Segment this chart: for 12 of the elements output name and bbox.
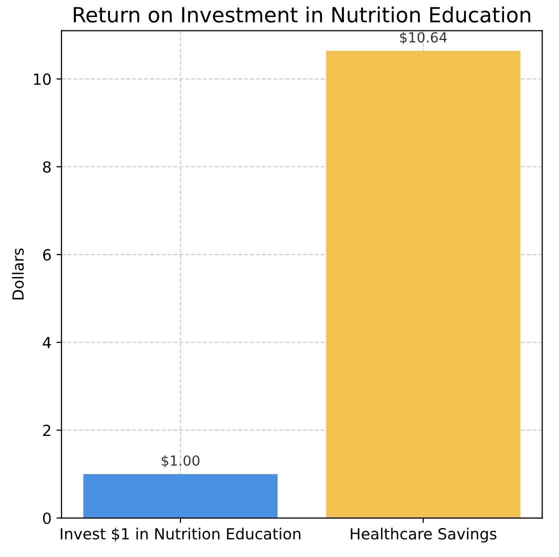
y-tick-label: 0 [43,512,51,524]
x-tick-label: Invest $1 in Nutrition Education [60,528,300,542]
y-tick-label: 10 [34,73,51,85]
y-tick-label: 6 [43,249,51,261]
y-axis-title: Dollars [12,248,24,300]
x-tick-label: Healthcare Savings [350,528,496,543]
y-tick-label: 2 [43,424,50,436]
data-label: $1.00 [162,455,200,468]
y-tick-label: 4 [42,337,51,348]
data-label: $10.64 [400,32,447,44]
y-tick-label: 8 [43,161,51,173]
chart-title: Return on Investment in Nutrition Education [74,6,530,23]
